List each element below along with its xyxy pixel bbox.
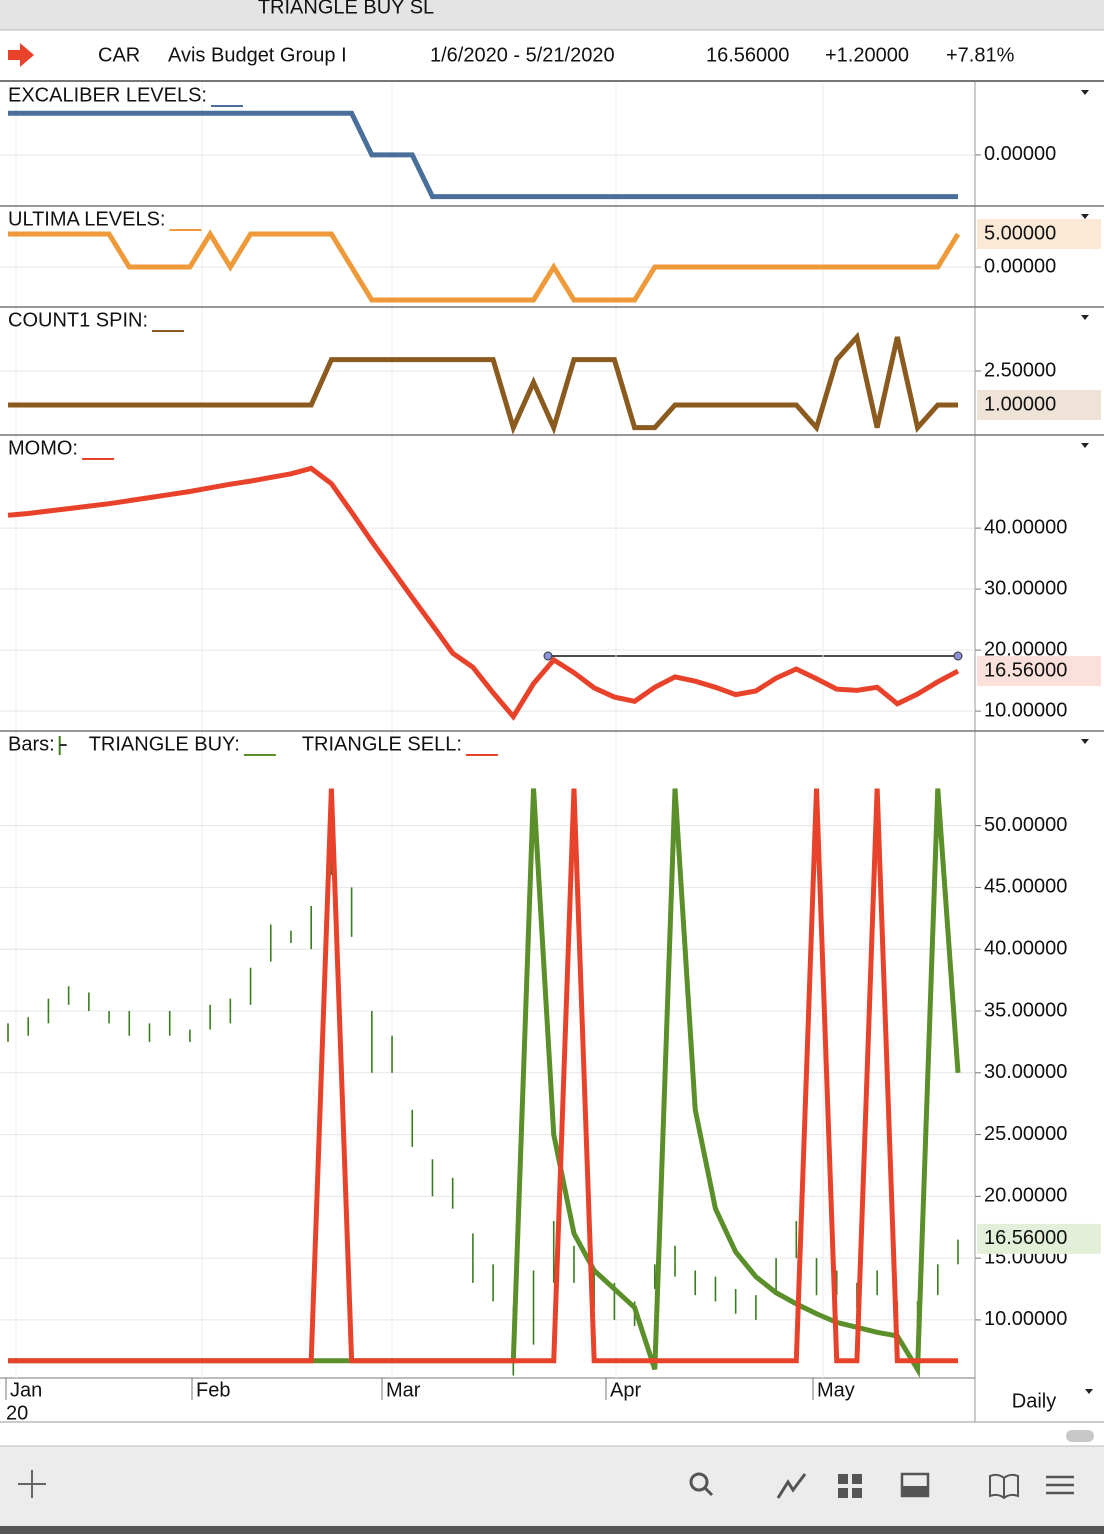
- y-tick-label: 30.00000: [984, 1061, 1067, 1083]
- y-tick-label: 45.00000: [984, 876, 1067, 898]
- search-handle: [703, 1486, 714, 1497]
- y-tick-label: 20.00000: [984, 1185, 1067, 1207]
- last-value-label: 5.00000: [984, 222, 1056, 244]
- x-tick-label: Feb: [196, 1379, 230, 1401]
- date-range: 1/6/2020 - 5/21/2020: [430, 44, 615, 66]
- panel-menu[interactable]: [1081, 90, 1089, 95]
- y-tick-label: 20.00000: [984, 638, 1067, 660]
- add-button[interactable]: [18, 1470, 46, 1498]
- series-label: TRIANGLE BUY:: [89, 733, 240, 755]
- chart-type-button[interactable]: [776, 1473, 807, 1499]
- y-tick-label: 25.00000: [984, 1123, 1067, 1145]
- series-label: EXCALIBER LEVELS:: [8, 84, 207, 106]
- panel-menu[interactable]: [1081, 443, 1089, 448]
- series-line: [8, 229, 961, 303]
- y-tick-label: 40.00000: [984, 937, 1067, 959]
- last-value-label: 16.56000: [984, 1227, 1067, 1249]
- layout-fill: [902, 1486, 928, 1496]
- window-title: TRIANGLE BUY SL: [258, 0, 434, 18]
- x-tick-label: May: [817, 1379, 855, 1401]
- title-bar: [0, 0, 1104, 30]
- bottom-edge: [0, 1526, 1104, 1534]
- panel-menu[interactable]: [1081, 214, 1089, 219]
- series-label: Bars:: [8, 733, 55, 755]
- panel-menu[interactable]: [1081, 315, 1089, 320]
- x-year-label: 20: [6, 1402, 28, 1424]
- series-line: [8, 110, 958, 200]
- y-tick-label: 0.00000: [984, 143, 1056, 165]
- y-tick-label: 50.00000: [984, 814, 1067, 836]
- y-tick-label: 10.00000: [984, 699, 1067, 721]
- last-value-label: 16.56000: [984, 659, 1067, 681]
- last-value-badge: [977, 389, 1101, 420]
- interval-selector[interactable]: Daily: [1012, 1390, 1056, 1412]
- scrollbar[interactable]: [1066, 1430, 1094, 1442]
- panel-menu[interactable]: [1081, 739, 1089, 744]
- trend-handle[interactable]: [543, 651, 553, 661]
- series-label: COUNT1 SPIN:: [8, 309, 148, 331]
- series-line: [7, 465, 960, 721]
- trend-handle[interactable]: [953, 651, 963, 661]
- search-button[interactable]: [689, 1472, 709, 1492]
- symbol: CAR: [98, 44, 140, 66]
- series-label: MOMO:: [8, 437, 78, 459]
- last-price: 16.56000: [706, 44, 789, 66]
- y-tick-label: 0.00000: [984, 255, 1056, 277]
- book-button[interactable]: [989, 1473, 1019, 1500]
- y-tick-label: 30.00000: [984, 577, 1067, 599]
- change: +1.20000: [825, 44, 909, 66]
- series-label: ULTIMA LEVELS:: [8, 208, 165, 230]
- toolbar: [0, 1446, 1104, 1534]
- last-value-badge: [977, 1223, 1101, 1254]
- arrow-icon[interactable]: [8, 43, 34, 67]
- x-tick-label: Mar: [386, 1379, 421, 1401]
- grid-button[interactable]: [838, 1474, 862, 1498]
- last-value-badge: [977, 656, 1101, 687]
- y-tick-label: 10.00000: [984, 1308, 1067, 1330]
- x-tick-label: Jan: [10, 1379, 42, 1401]
- menu-button[interactable]: [1046, 1475, 1074, 1495]
- last-value-label: 1.00000: [984, 393, 1056, 415]
- company-name: Avis Budget Group I: [168, 44, 347, 66]
- last-value-badge: [977, 219, 1101, 250]
- y-tick-label: 2.50000: [984, 359, 1056, 381]
- series-label: TRIANGLE SELL:: [302, 733, 462, 755]
- change-pct: +7.81%: [946, 44, 1015, 66]
- x-tick-label: Apr: [610, 1379, 641, 1401]
- y-tick-label: 40.00000: [984, 516, 1067, 538]
- y-tick-label: 35.00000: [984, 999, 1067, 1021]
- series-line: [8, 331, 958, 435]
- series-line: [8, 788, 958, 1364]
- dropdown-arrow[interactable]: [1085, 1389, 1093, 1394]
